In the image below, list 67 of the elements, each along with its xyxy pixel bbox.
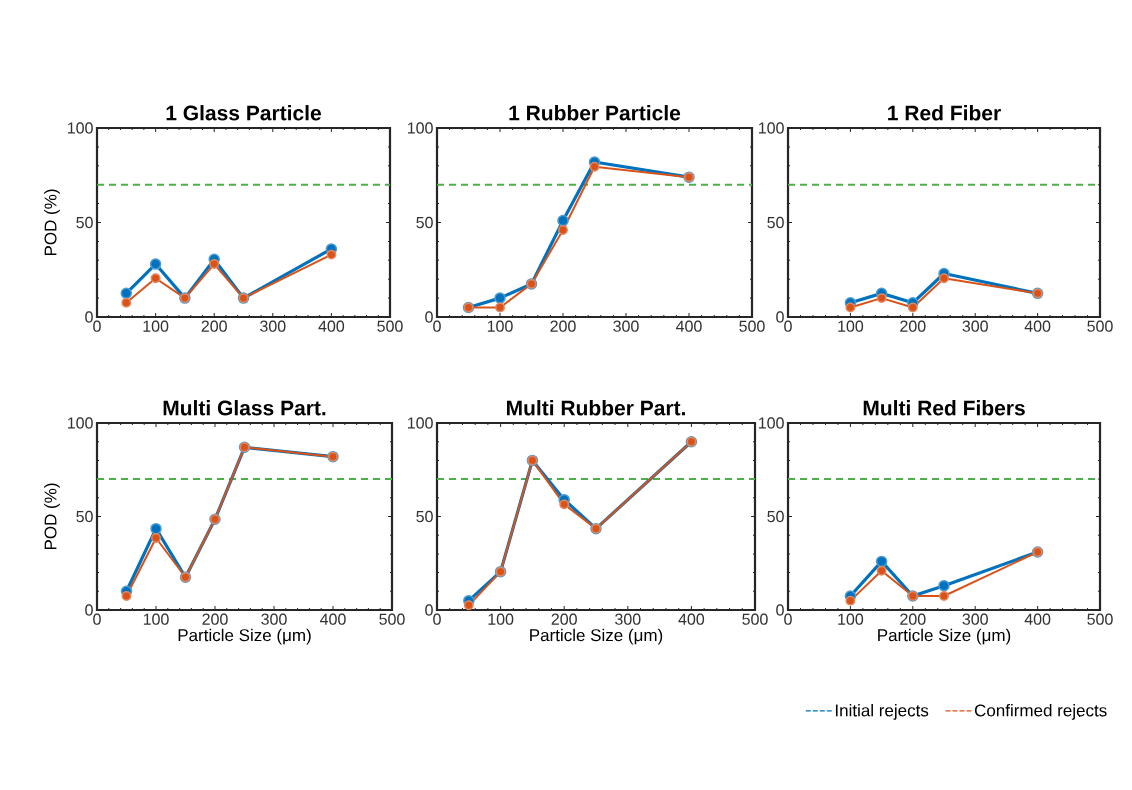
x-tick-label: 400 <box>676 320 702 332</box>
chart-title: 1 Rubber Particle <box>509 105 681 121</box>
y-tick-label: 100 <box>759 122 784 134</box>
x-tick-label: 200 <box>550 320 576 332</box>
y-tick-label: 100 <box>408 417 433 429</box>
x-axis-title: Particle Size (μm) <box>178 628 311 645</box>
x-tick-label: 400 <box>320 613 346 625</box>
x-tick-label: 300 <box>962 320 988 332</box>
x-tick-label: 500 <box>1087 320 1113 332</box>
y-tick-label: 0 <box>85 311 93 323</box>
x-tick-label: 400 <box>678 613 705 625</box>
x-axis-title: Particle Size (μm) <box>530 628 663 645</box>
y-axis-title: POD (%) <box>44 189 60 256</box>
y-tick-label: 0 <box>425 604 433 616</box>
y-axis-title: POD (%) <box>44 483 60 550</box>
x-tick-label: 500 <box>1087 613 1113 625</box>
y-tick-label: 50 <box>767 216 784 229</box>
x-tick-label: 200 <box>551 613 577 625</box>
chart-title: Multi Glass Part. <box>163 400 326 416</box>
x-tick-label: 0 <box>784 613 792 625</box>
x-axis-title: Particle Size (μm) <box>878 628 1011 645</box>
legend-label: Confirmed rejects <box>974 703 1107 720</box>
x-tick-label: 200 <box>201 320 227 332</box>
x-tick-label: 100 <box>488 613 514 625</box>
x-tick-label: 100 <box>487 320 513 332</box>
x-tick-label: 100 <box>143 613 169 625</box>
x-tick-label: 100 <box>838 320 864 332</box>
x-tick-label: 300 <box>615 613 641 625</box>
x-tick-label: 0 <box>784 320 792 332</box>
chart-title: 1 Glass Particle <box>166 105 321 121</box>
chart-title: Multi Rubber Part. <box>507 400 685 416</box>
y-tick-label: 0 <box>425 311 433 323</box>
x-tick-label: 400 <box>318 320 345 332</box>
x-tick-label: 200 <box>202 613 228 625</box>
y-tick-label: 50 <box>76 510 93 523</box>
x-tick-label: 300 <box>613 320 639 332</box>
x-tick-label: 0 <box>433 320 441 332</box>
y-tick-label: 100 <box>408 122 433 134</box>
chart-title: Multi Red Fibers <box>863 400 1025 416</box>
x-tick-label: 400 <box>1024 613 1051 625</box>
x-tick-label: 500 <box>379 613 405 625</box>
y-tick-label: 50 <box>767 510 784 523</box>
x-tick-label: 300 <box>261 613 287 625</box>
x-tick-label: 300 <box>260 320 286 332</box>
y-tick-label: 50 <box>416 510 433 523</box>
x-tick-label: 500 <box>377 320 403 332</box>
x-tick-label: 200 <box>900 320 926 332</box>
x-tick-label: 300 <box>962 613 988 625</box>
y-tick-label: 0 <box>776 604 784 616</box>
y-tick-label: 0 <box>85 604 93 616</box>
y-tick-label: 0 <box>776 311 784 323</box>
chart-title: 1 Red Fiber <box>888 105 1001 121</box>
y-tick-label: 100 <box>68 417 93 429</box>
legend-label: Initial rejects <box>835 703 929 720</box>
y-tick-label: 100 <box>68 122 93 134</box>
x-tick-label: 0 <box>433 613 441 625</box>
y-tick-label: 50 <box>416 216 433 229</box>
x-tick-label: 0 <box>93 320 101 332</box>
x-tick-label: 0 <box>93 613 101 625</box>
x-tick-label: 500 <box>739 320 765 332</box>
x-tick-label: 200 <box>900 613 926 625</box>
x-tick-label: 500 <box>742 613 768 625</box>
y-tick-label: 100 <box>759 417 784 429</box>
x-tick-label: 100 <box>838 613 864 625</box>
x-tick-label: 100 <box>143 320 169 332</box>
y-tick-label: 50 <box>76 216 93 229</box>
x-tick-label: 400 <box>1024 320 1051 332</box>
